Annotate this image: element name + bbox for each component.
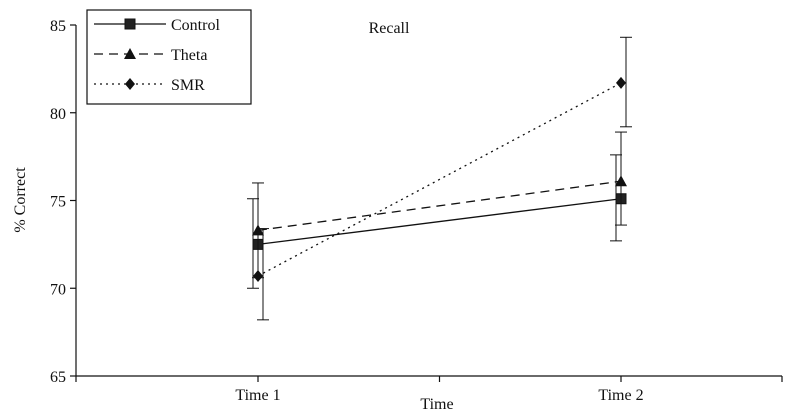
legend-box [86,9,252,105]
data-point-smr [253,269,263,282]
x-tick-label: Time 2 [598,387,643,404]
legend-marker-theta [124,48,136,59]
y-tick-label: 75 [50,194,66,211]
series-theta [252,131,627,279]
series-line-theta [257,180,622,231]
series-control [247,154,627,289]
y-tick-label: 80 [50,106,66,123]
legend: Control Theta SMR [86,9,252,105]
legend-label-smr: SMR [171,77,205,94]
series-smr [253,36,632,321]
chart-title: Recall [369,20,410,37]
series-layer [247,36,632,321]
legend-marker-control [124,18,136,30]
data-point-smr [616,76,626,89]
axes: 65 70 75 80 85 Time 1 Time 2 [50,18,783,404]
y-axis-label: % Correct [12,167,29,233]
y-tick-label: 85 [50,18,66,35]
series-line-smr [257,82,622,277]
data-point-theta [615,175,627,187]
legend-label-theta: Theta [171,47,207,64]
y-tick-label: 70 [50,281,66,298]
x-tick-label: Time 1 [235,387,280,404]
legend-label-control: Control [171,17,220,34]
legend-marker-smr [125,78,135,90]
series-line-control [257,198,622,246]
y-tick-label: 65 [50,369,66,386]
x-axis-label: Time [420,396,453,413]
data-point-theta [252,224,264,236]
